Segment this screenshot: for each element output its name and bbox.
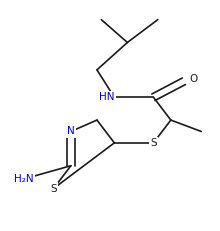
Text: O: O bbox=[189, 74, 198, 84]
Text: HN: HN bbox=[99, 92, 114, 102]
Text: H₂N: H₂N bbox=[15, 174, 34, 184]
Text: N: N bbox=[67, 127, 75, 137]
Text: S: S bbox=[50, 184, 57, 194]
Text: S: S bbox=[150, 138, 157, 148]
